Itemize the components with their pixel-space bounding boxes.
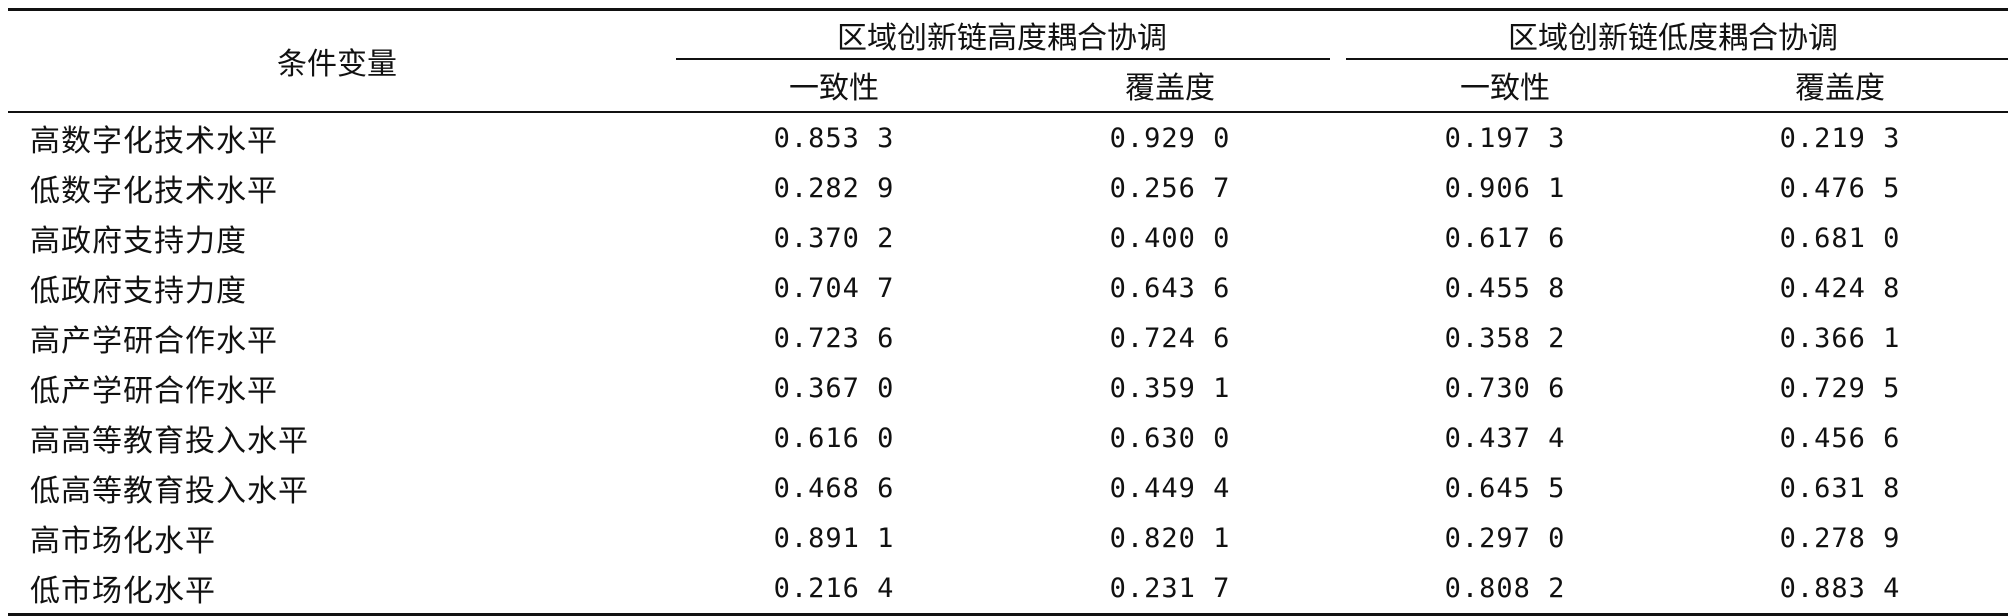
cell-low-coverage: 0.456 6 (1779, 422, 1901, 454)
header-high-consistency: 一致性 (666, 59, 1002, 114)
cell-high-consistency: 0.367 0 (773, 372, 895, 404)
row-label: 高数字化技术水平 (30, 124, 278, 159)
header-group-high-label: 区域创新链高度耦合协调 (837, 21, 1167, 57)
cell-high-coverage: 0.929 0 (1109, 122, 1231, 154)
header-low-consistency: 一致性 (1338, 59, 1672, 114)
row-label: 高政府支持力度 (30, 224, 247, 259)
cell-high-coverage: 0.449 4 (1109, 472, 1231, 504)
row-label: 高产学研合作水平 (30, 324, 278, 359)
cell-low-consistency: 0.297 0 (1444, 522, 1566, 554)
table-row: 高产学研合作水平 0.723 6 0.724 6 0.358 2 0.366 1 (8, 313, 2008, 363)
row-label: 高高等教育投入水平 (30, 424, 309, 459)
cell-high-coverage: 0.630 0 (1109, 422, 1231, 454)
cell-high-consistency: 0.891 1 (773, 522, 895, 554)
table-row: 低政府支持力度 0.704 7 0.643 6 0.455 8 0.424 8 (8, 263, 2008, 313)
row-label: 低数字化技术水平 (30, 174, 278, 209)
cell-low-consistency: 0.617 6 (1444, 222, 1566, 254)
cell-high-consistency: 0.282 9 (773, 172, 895, 204)
cell-low-coverage: 0.424 8 (1779, 272, 1901, 304)
cell-high-coverage: 0.820 1 (1109, 522, 1231, 554)
cell-low-coverage: 0.219 3 (1779, 122, 1901, 154)
row-label: 高市场化水平 (30, 524, 216, 559)
cell-high-consistency: 0.216 4 (666, 563, 1002, 616)
row-label: 低产学研合作水平 (30, 374, 278, 409)
cell-low-coverage: 0.366 1 (1779, 322, 1901, 354)
table-row: 低产学研合作水平 0.367 0 0.359 1 0.730 6 0.729 5 (8, 363, 2008, 413)
cell-low-consistency: 0.437 4 (1444, 422, 1566, 454)
header-high-coverage: 覆盖度 (1002, 59, 1338, 114)
cell-high-coverage: 0.643 6 (1109, 272, 1231, 304)
header-condition-variable: 条件变量 (8, 8, 666, 113)
header-group-low: 区域创新链低度耦合协调 (1338, 7, 2008, 60)
table-row: 高高等教育投入水平 0.616 0 0.630 0 0.437 4 0.456 6 (8, 413, 2008, 463)
group-low-rule (1346, 58, 2008, 60)
cell-high-consistency: 0.723 6 (773, 322, 895, 354)
cell-low-consistency: 0.358 2 (1444, 322, 1566, 354)
data-table: 条件变量 区域创新链高度耦合协调 区域创新链低度耦合协调 一致性 覆盖度 一致性… (8, 7, 2008, 616)
group-high-rule (676, 58, 1330, 60)
table-header: 条件变量 区域创新链高度耦合协调 区域创新链低度耦合协调 一致性 覆盖度 一致性… (8, 7, 2008, 114)
cell-high-coverage: 0.359 1 (1109, 372, 1231, 404)
cell-high-consistency: 0.616 0 (773, 422, 895, 454)
cell-low-coverage: 0.278 9 (1779, 522, 1901, 554)
cell-low-coverage: 0.681 0 (1779, 222, 1901, 254)
cell-high-consistency: 0.704 7 (773, 272, 895, 304)
cell-high-consistency: 0.468 6 (773, 472, 895, 504)
cell-low-consistency: 0.455 8 (1444, 272, 1566, 304)
table-row: 低数字化技术水平 0.282 9 0.256 7 0.906 1 0.476 5 (8, 163, 2008, 213)
table-row: 高市场化水平 0.891 1 0.820 1 0.297 0 0.278 9 (8, 513, 2008, 563)
table-body: 高数字化技术水平 0.853 3 0.929 0 0.197 3 0.219 3 低数字化… (8, 112, 2008, 616)
cell-low-consistency: 0.730 6 (1444, 372, 1566, 404)
cell-high-consistency: 0.370 2 (773, 222, 895, 254)
cell-low-consistency: 0.906 1 (1444, 172, 1566, 204)
row-label: 低高等教育投入水平 (30, 474, 309, 509)
row-label: 低市场化水平 (8, 563, 666, 616)
cell-high-consistency: 0.853 3 (773, 122, 895, 154)
header-group-low-label: 区域创新链低度耦合协调 (1508, 21, 1838, 57)
table-row: 高数字化技术水平 0.853 3 0.929 0 0.197 3 0.219 3 (8, 112, 2008, 163)
table-row: 低市场化水平 0.216 4 0.231 7 0.808 2 0.883 4 (8, 563, 2008, 616)
table-row: 低高等教育投入水平 0.468 6 0.449 4 0.645 5 0.631 8 (8, 463, 2008, 513)
row-label: 低政府支持力度 (30, 274, 247, 309)
cell-low-consistency: 0.808 2 (1338, 563, 1672, 616)
cell-low-coverage: 0.729 5 (1779, 372, 1901, 404)
cell-low-coverage: 0.631 8 (1779, 472, 1901, 504)
cell-low-consistency: 0.197 3 (1444, 122, 1566, 154)
cell-high-coverage: 0.724 6 (1109, 322, 1231, 354)
cell-low-coverage: 0.883 4 (1672, 563, 2008, 616)
cell-low-consistency: 0.645 5 (1444, 472, 1566, 504)
cell-high-coverage: 0.256 7 (1109, 172, 1231, 204)
cell-low-coverage: 0.476 5 (1779, 172, 1901, 204)
cell-high-coverage: 0.231 7 (1002, 563, 1338, 616)
cell-high-coverage: 0.400 0 (1109, 222, 1231, 254)
table-row: 高政府支持力度 0.370 2 0.400 0 0.617 6 0.681 0 (8, 213, 2008, 263)
header-group-high: 区域创新链高度耦合协调 (666, 7, 1338, 60)
header-low-coverage: 覆盖度 (1672, 59, 2008, 114)
